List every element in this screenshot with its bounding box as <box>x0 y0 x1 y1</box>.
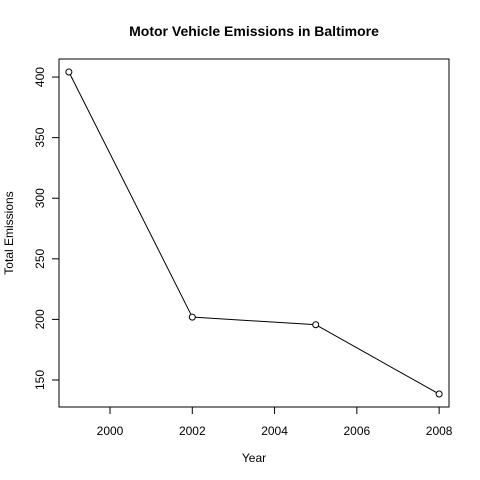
data-point <box>312 321 320 329</box>
plot-frame <box>58 58 450 408</box>
y-tick-label: 150 <box>33 370 47 390</box>
data-point <box>188 313 196 321</box>
data-point <box>435 390 443 398</box>
y-tick-label: 350 <box>33 127 47 147</box>
x-axis: 2000 2002 2004 2006 2008 <box>97 407 453 438</box>
x-tick-label: 2008 <box>426 424 453 438</box>
y-tick-label: 200 <box>33 309 47 329</box>
y-axis: 150 200 250 300 350 400 <box>33 67 59 390</box>
y-axis-label: Total Emissions <box>2 191 16 274</box>
series-line-segment <box>318 325 437 394</box>
x-tick-label: 2000 <box>97 424 124 438</box>
x-axis-label: Year <box>242 451 266 465</box>
series-line-segment <box>69 74 192 315</box>
x-tick-label: 2004 <box>261 424 288 438</box>
data-point <box>65 68 73 76</box>
series-line-segment <box>195 316 313 326</box>
y-tick-label: 300 <box>33 188 47 208</box>
chart-title: Motor Vehicle Emissions in Baltimore <box>129 23 379 39</box>
emissions-series <box>65 68 443 398</box>
y-tick-label: 250 <box>33 248 47 268</box>
x-tick-label: 2006 <box>343 424 370 438</box>
x-tick-label: 2002 <box>179 424 206 438</box>
y-tick-label: 400 <box>33 67 47 87</box>
